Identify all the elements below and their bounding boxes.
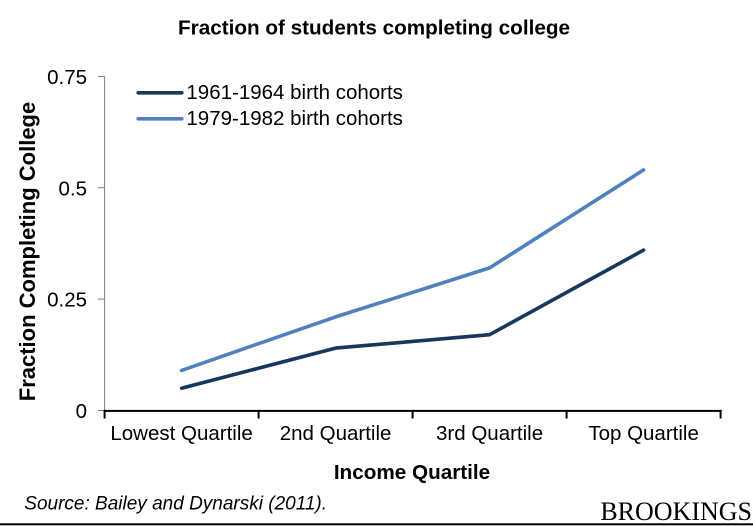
svg-text:0.75: 0.75 <box>47 66 87 89</box>
svg-text:Source: Bailey and Dynarski (2: Source: Bailey and Dynarski (2011). <box>24 493 327 514</box>
svg-text:0.25: 0.25 <box>47 289 87 312</box>
svg-text:1979-1982 birth cohorts: 1979-1982 birth cohorts <box>186 107 403 130</box>
svg-text:2nd Quartile: 2nd Quartile <box>280 422 392 445</box>
svg-text:1961-1964 birth cohorts: 1961-1964 birth cohorts <box>186 81 403 104</box>
svg-text:Lowest Quartile: Lowest Quartile <box>110 422 252 445</box>
svg-text:0.5: 0.5 <box>59 177 88 200</box>
svg-text:Top Quartile: Top Quartile <box>588 422 699 445</box>
svg-text:Fraction Completing College: Fraction Completing College <box>15 102 40 401</box>
svg-text:BROOKINGS: BROOKINGS <box>600 497 752 526</box>
svg-text:0: 0 <box>76 400 87 423</box>
svg-text:Fraction of students completin: Fraction of students completing college <box>178 17 570 40</box>
svg-text:Income Quartile: Income Quartile <box>334 461 490 484</box>
svg-text:3rd Quartile: 3rd Quartile <box>436 422 543 445</box>
